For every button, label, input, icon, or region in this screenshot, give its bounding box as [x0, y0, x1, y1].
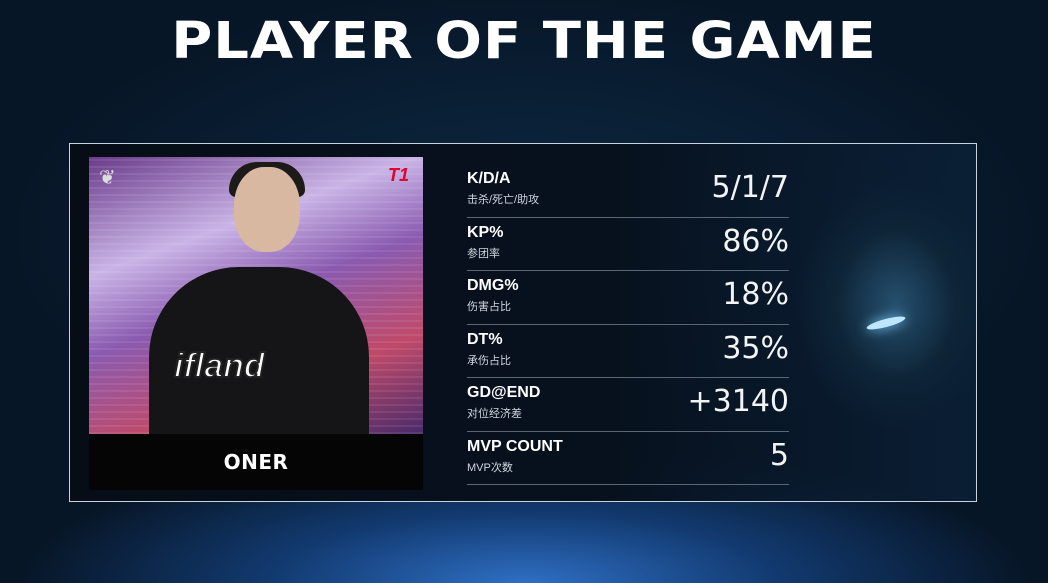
stat-label: GD@END: [467, 384, 541, 401]
stat-value: +3140: [687, 384, 789, 419]
team-logo: T1: [387, 165, 409, 185]
player-name: ONER: [223, 450, 289, 474]
player-photo: ifland ❦ T1: [89, 157, 423, 434]
stat-label: K/D/A: [467, 170, 511, 187]
stat-label: DT%: [467, 330, 503, 348]
page-title: PLAYER OF THE GAME: [171, 12, 877, 71]
stat-sublabel: 对位经济差: [467, 408, 522, 420]
stat-row: KP% 参团率 86%: [467, 218, 789, 271]
stat-row: MVP COUNT MVP次数 5: [467, 432, 789, 485]
stats-list: K/D/A 击杀/死亡/助攻 5/1/7 KP% 参团率 86% DMG% 伤害占比 18%…: [467, 164, 789, 485]
stat-sublabel: 伤害占比: [467, 301, 511, 313]
stat-value: 35%: [722, 330, 789, 366]
stat-row: K/D/A 击杀/死亡/助攻 5/1/7: [467, 164, 789, 218]
player-card: ifland ❦ T1 ONER: [89, 157, 423, 490]
stat-sublabel: 击杀/死亡/助攻: [467, 194, 540, 206]
leaf-emblem-icon: ❦: [99, 167, 116, 189]
stat-label: KP%: [467, 223, 504, 241]
stat-value: 86%: [722, 223, 789, 259]
stat-row: DMG% 伤害占比 18%: [467, 271, 789, 325]
stat-sublabel: 承伤占比: [467, 354, 511, 367]
player-head: [234, 167, 300, 252]
champion-art: [776, 144, 976, 501]
player-panel: ifland ❦ T1 ONER K/D/A 击杀/死亡/助攻 5/1/7 KP% 参…: [69, 143, 977, 502]
champion-eye: [865, 313, 907, 333]
stat-value: 18%: [722, 277, 789, 312]
stat-sublabel: 参团率: [467, 247, 500, 260]
jersey-sponsor: ifland: [173, 346, 266, 386]
stat-label: MVP COUNT: [467, 437, 563, 455]
stat-row: DT% 承伤占比 35%: [467, 325, 789, 378]
stat-label: DMG%: [467, 277, 519, 294]
stat-value: 5/1/7: [711, 170, 789, 205]
stat-sublabel: MVP次数: [467, 461, 513, 474]
stat-row: GD@END 对位经济差 +3140: [467, 378, 789, 432]
stat-value: 5: [769, 437, 789, 473]
player-body: [149, 267, 369, 434]
